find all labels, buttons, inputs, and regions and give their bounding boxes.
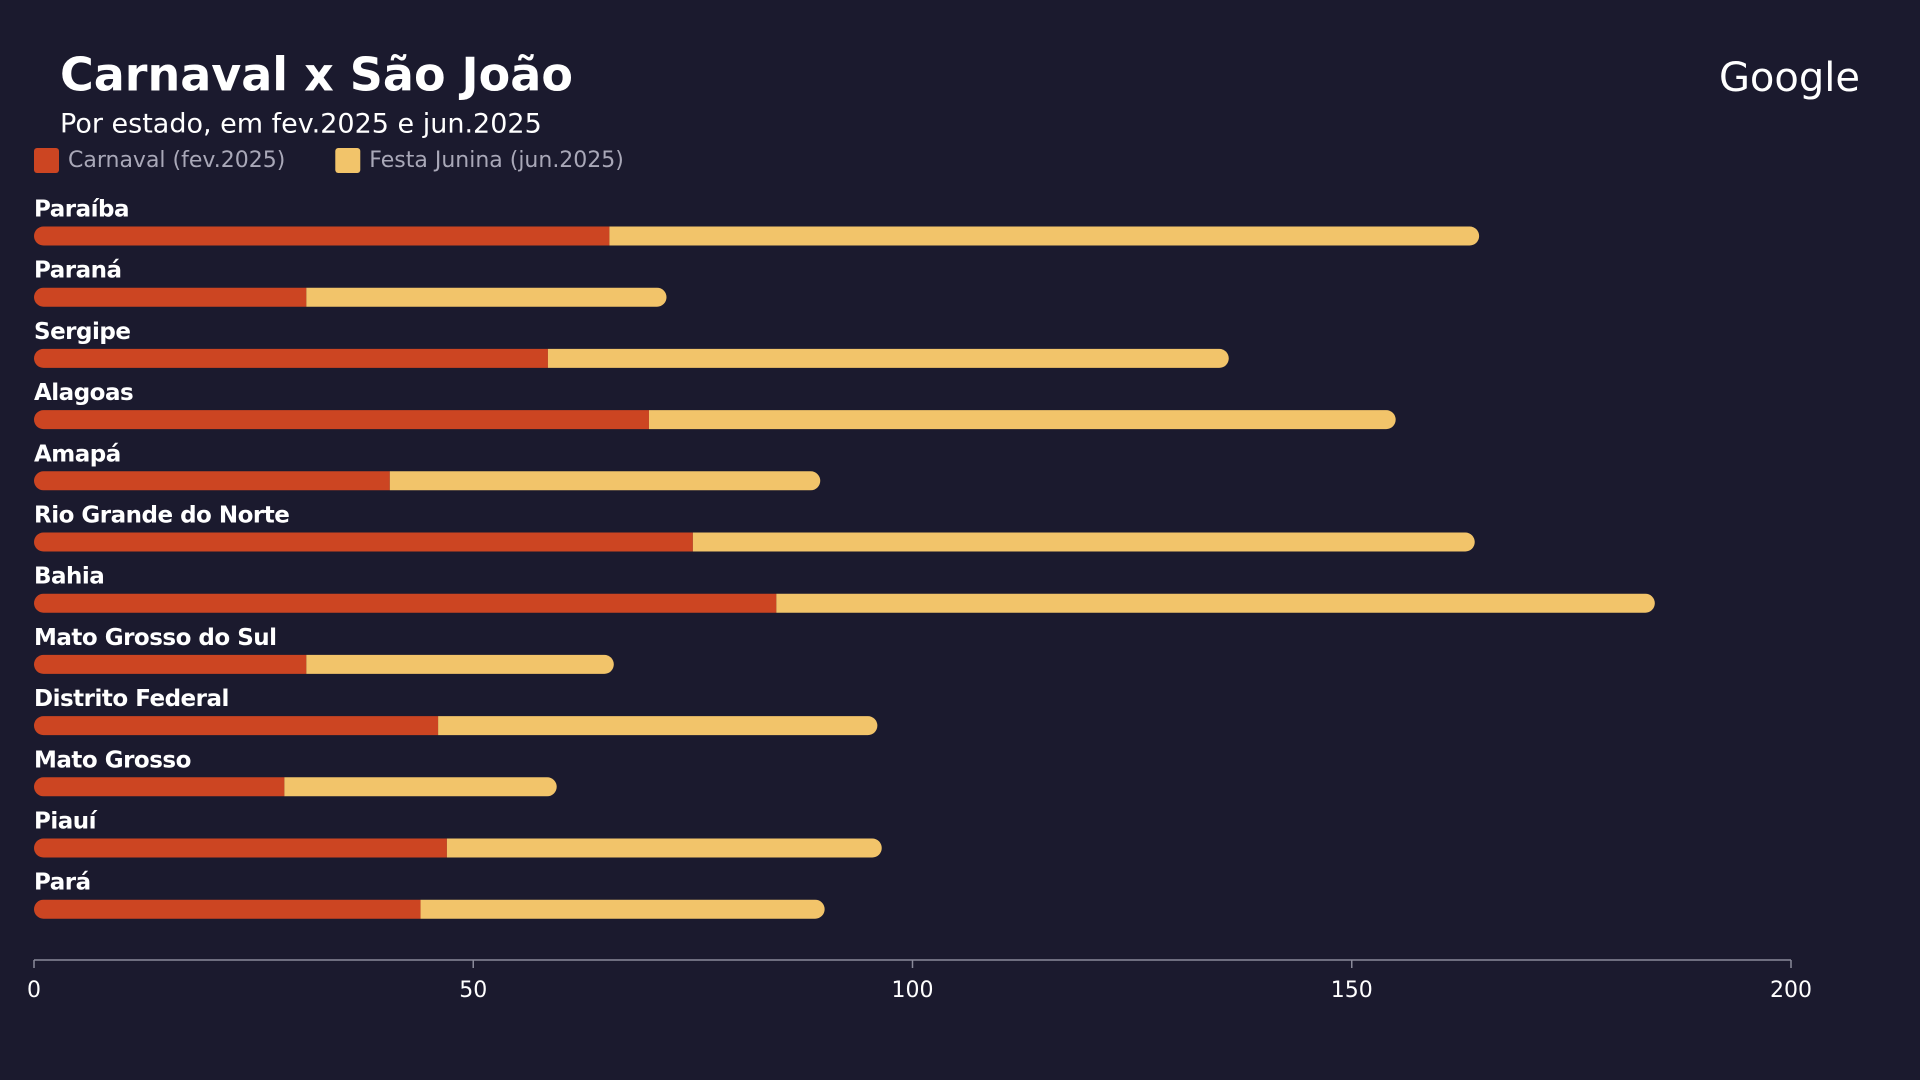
bar-segment — [34, 287, 307, 307]
bar-segment — [34, 593, 777, 613]
bar-segment — [34, 716, 439, 736]
bar-segment — [306, 654, 614, 674]
chart-title: Carnaval x São João — [60, 48, 573, 102]
x-tick-label: 0 — [27, 978, 41, 1003]
x-tick-label: 200 — [1770, 978, 1812, 1003]
bar-segment — [446, 838, 882, 858]
category-label: Bahia — [34, 564, 104, 590]
category-label: Paraná — [34, 258, 122, 284]
category-label: Piauí — [34, 809, 98, 835]
category-label: Distrito Federal — [34, 686, 229, 712]
bar-segment — [34, 899, 421, 919]
bar-segment — [34, 532, 693, 552]
category-label: Rio Grande do Norte — [34, 503, 289, 529]
category-label: Paraíba — [34, 197, 129, 223]
bar-segment — [389, 471, 821, 491]
x-tick-label: 150 — [1331, 978, 1373, 1003]
bar-segment — [34, 838, 447, 858]
bar-segment — [609, 226, 1480, 246]
category-label: Alagoas — [34, 380, 133, 406]
bar-segment — [34, 226, 610, 246]
bar-segment — [306, 287, 667, 307]
category-label: Sergipe — [34, 319, 130, 345]
bar-segment — [284, 777, 557, 797]
x-tick-label: 50 — [459, 978, 487, 1003]
x-tick-label: 100 — [892, 978, 934, 1003]
legend-label: Festa Junina (jun.2025) — [369, 148, 624, 173]
bar-segment — [438, 716, 878, 736]
legend-swatch — [34, 148, 59, 173]
bar-segment — [34, 348, 548, 368]
bar-segment — [34, 471, 390, 491]
bar-segment — [547, 348, 1229, 368]
bar-segment — [648, 410, 1396, 430]
bar-segment — [34, 410, 649, 430]
chart-subtitle: Por estado, em fev.2025 e jun.2025 — [60, 109, 542, 140]
bar-segment — [420, 899, 825, 919]
category-label: Pará — [34, 870, 91, 896]
category-label: Mato Grosso — [34, 747, 191, 773]
legend-label: Carnaval (fev.2025) — [68, 148, 285, 173]
bar-segment — [692, 532, 1475, 552]
legend-swatch — [335, 148, 361, 173]
category-label: Amapá — [34, 441, 121, 467]
bar-segment — [34, 654, 307, 674]
bar-segment — [34, 777, 285, 797]
bar-segment — [776, 593, 1655, 613]
logo: Google — [1719, 55, 1860, 101]
category-label: Mato Grosso do Sul — [34, 625, 277, 651]
